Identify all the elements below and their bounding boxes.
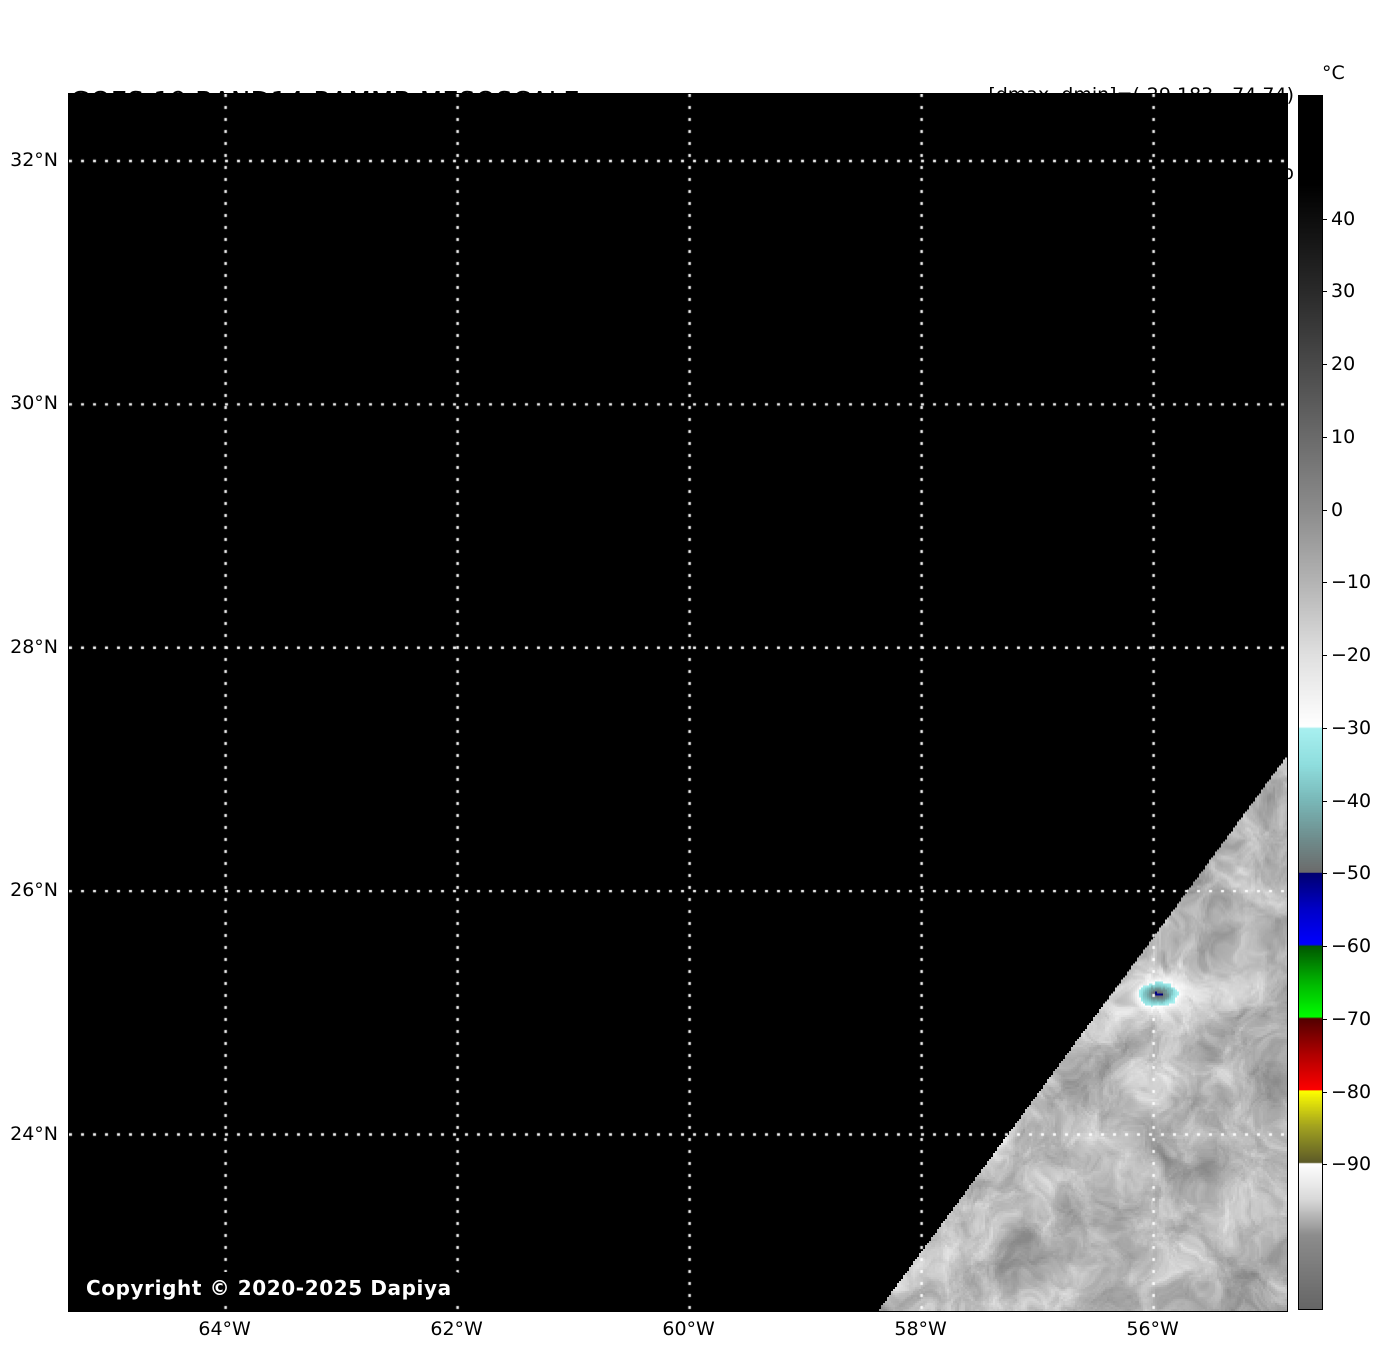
colorbar-tick-mark [1323, 510, 1327, 511]
colorbar-tick-label: −10 [1331, 571, 1372, 594]
longitude-tick-label: 60°W [662, 1318, 715, 1340]
colorbar-tick-label: 20 [1331, 353, 1356, 376]
colorbar-tick-label: 0 [1331, 498, 1344, 521]
colorbar-tick-mark [1323, 291, 1327, 292]
colorbar-tick-label: 10 [1331, 425, 1356, 448]
colorbar-tick-mark [1323, 655, 1327, 656]
latitude-tick-label: 24°N [10, 1122, 58, 1145]
colorbar-tick-label: −50 [1331, 862, 1372, 885]
latitude-tick-label: 32°N [10, 148, 58, 171]
colorbar-tick-mark [1323, 728, 1327, 729]
colorbar-gradient [1298, 95, 1323, 1310]
colorbar-tick-label: −40 [1331, 789, 1372, 812]
colorbar-tick-mark [1323, 1164, 1327, 1165]
colorbar-tick-mark [1323, 873, 1327, 874]
colorbar-tick-mark [1323, 437, 1327, 438]
colorbar-tick-mark [1323, 364, 1327, 365]
colorbar-tick-mark [1323, 582, 1327, 583]
colorbar-tick-label: 30 [1331, 280, 1356, 303]
colorbar-unit-label: °C [1322, 62, 1345, 84]
copyright-badge: Copyright © 2020-2025 Dapiya [74, 1272, 464, 1305]
longitude-tick-label: 64°W [198, 1318, 251, 1340]
colorbar-tick-label: −80 [1331, 1080, 1372, 1103]
satellite-ir-imagery [69, 94, 1287, 1311]
colorbar-tick-label: −30 [1331, 716, 1372, 739]
latitude-tick-label: 26°N [10, 879, 58, 902]
latitude-tick-label: 28°N [10, 635, 58, 658]
colorbar-tick-mark [1323, 219, 1327, 220]
temperature-colorbar[interactable] [1298, 95, 1323, 1310]
colorbar-tick-label: −20 [1331, 644, 1372, 667]
colorbar-tick-mark [1323, 1092, 1327, 1093]
satellite-image-plot[interactable]: Copyright © 2020-2025 Dapiya [68, 93, 1288, 1312]
colorbar-tick-mark [1323, 1019, 1327, 1020]
colorbar-tick-mark [1323, 801, 1327, 802]
longitude-tick-label: 56°W [1126, 1318, 1179, 1340]
colorbar-tick-label: −70 [1331, 1007, 1372, 1030]
colorbar-tick-label: 40 [1331, 207, 1356, 230]
colorbar-tick-label: −90 [1331, 1153, 1372, 1176]
latitude-tick-label: 30°N [10, 392, 58, 415]
colorbar-tick-label: −60 [1331, 935, 1372, 958]
longitude-tick-label: 62°W [430, 1318, 483, 1340]
longitude-tick-label: 58°W [894, 1318, 947, 1340]
colorbar-tick-mark [1323, 946, 1327, 947]
